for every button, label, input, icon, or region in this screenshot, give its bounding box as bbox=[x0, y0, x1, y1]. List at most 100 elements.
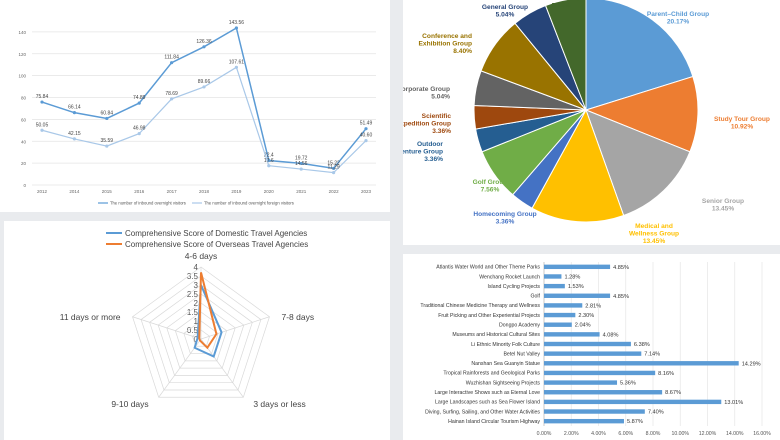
slice-pct-label: 3.36% bbox=[424, 156, 443, 163]
slice-name-label: Senior Group bbox=[702, 198, 744, 205]
data-point bbox=[72, 111, 76, 115]
bar-value-label: 4.85% bbox=[613, 294, 629, 300]
x-tick-label: 2023 bbox=[361, 189, 372, 194]
data-label: 107.61 bbox=[229, 59, 245, 65]
y-tick-label: 0 bbox=[23, 183, 26, 188]
radar-tick-label: 2 bbox=[194, 299, 199, 308]
x-tick-label: 0.00% bbox=[537, 431, 552, 437]
data-label: 78.69 bbox=[165, 91, 178, 97]
radar-axis-label: 4-6 days bbox=[185, 251, 218, 261]
slice-name-label: Travel Group bbox=[541, 0, 582, 2]
radar-gridline bbox=[140, 275, 262, 391]
category-label: Betel Nut Valley bbox=[503, 351, 540, 357]
bar-value-label: 5.36% bbox=[620, 381, 636, 387]
slice-name-label: Wellness Group bbox=[629, 230, 679, 237]
pie-slice bbox=[531, 108, 625, 223]
x-tick-label: 16.00% bbox=[753, 431, 771, 437]
legend-label: Comprehensive Score of Overseas Travel A… bbox=[125, 240, 308, 249]
data-point bbox=[332, 171, 336, 175]
radar-series-polygon bbox=[198, 272, 218, 350]
radar-tick-label: 1 bbox=[194, 317, 199, 326]
bar-value-label: 1.53% bbox=[568, 284, 584, 290]
radar-axis-label: 9-10 days bbox=[111, 399, 148, 409]
radar-spoke bbox=[158, 338, 202, 398]
pie-slice bbox=[544, 0, 587, 111]
data-label: 60.84 bbox=[101, 110, 114, 116]
x-tick-label: 2021 bbox=[296, 189, 307, 194]
bar-value-label: 13.01% bbox=[724, 400, 743, 406]
data-point bbox=[364, 127, 368, 131]
bar-value-label: 14.29% bbox=[742, 361, 761, 367]
x-tick-label: 14.00% bbox=[726, 431, 744, 437]
bar bbox=[544, 303, 583, 308]
x-tick-label: 2014 bbox=[69, 189, 80, 194]
data-point bbox=[105, 116, 109, 121]
data-point bbox=[72, 137, 76, 141]
radar-tick-label: 0.5 bbox=[187, 326, 199, 335]
data-point bbox=[364, 138, 368, 143]
category-label: Golf bbox=[530, 294, 540, 300]
bar-value-label: 1.28% bbox=[564, 274, 580, 280]
slice-pct-label: 13.45% bbox=[643, 238, 666, 245]
slice-name-label: Parent–Child Group bbox=[647, 11, 709, 18]
data-label: 17.6 bbox=[264, 158, 274, 164]
inbound-visitors-line-chart: 0 20 40 60 80 100 120 140 2012 2014 2015 2016 2017 20… bbox=[18, 20, 376, 206]
bar bbox=[544, 332, 600, 337]
slice-name-label: Golf Group bbox=[473, 179, 508, 186]
x-tick-label: 12.00% bbox=[699, 431, 717, 437]
category-label: Museums and Historical Cultural Sites bbox=[452, 332, 540, 338]
bar-value-label: 7.40% bbox=[648, 410, 664, 416]
bar bbox=[544, 341, 631, 347]
radar-tick-label: 2.5 bbox=[187, 290, 199, 299]
data-label: 74.89 bbox=[133, 95, 146, 101]
data-point bbox=[267, 164, 271, 168]
bar-value-label: 2.81% bbox=[585, 303, 601, 309]
bar-value-label: 6.38% bbox=[634, 342, 650, 348]
x-tick-label: 2020 bbox=[264, 189, 275, 194]
data-label: 19.72 bbox=[295, 155, 308, 161]
bar-value-label: 4.85% bbox=[613, 265, 629, 271]
y-tick-label: 140 bbox=[18, 30, 26, 35]
data-point bbox=[202, 85, 206, 89]
bar bbox=[544, 370, 656, 376]
bar bbox=[544, 312, 576, 318]
slice-name-label: Medical and bbox=[635, 223, 673, 230]
slice-name-label: General Group bbox=[482, 4, 528, 11]
bar-value-label: 5.87% bbox=[627, 419, 643, 425]
data-point bbox=[202, 45, 206, 49]
radar-axis-label: 11 days or more bbox=[60, 312, 121, 322]
data-point bbox=[170, 97, 174, 101]
slice-pct-label: 5.04% bbox=[496, 11, 515, 18]
x-tick-label: 2016 bbox=[134, 189, 145, 194]
data-point bbox=[267, 158, 271, 163]
radar-tick-label: 3.5 bbox=[187, 272, 199, 281]
data-label: 51.49 bbox=[360, 121, 373, 127]
category-label: Fruit Picking and Other Experiential Pro… bbox=[438, 313, 540, 319]
bar bbox=[544, 322, 572, 327]
bar bbox=[544, 283, 565, 289]
radar-tick-label: 1.5 bbox=[187, 308, 199, 317]
data-point bbox=[137, 132, 141, 136]
radar-series-polygon bbox=[193, 284, 223, 358]
bar-value-label: 2.30% bbox=[578, 313, 594, 319]
y-tick-label: 20 bbox=[21, 161, 27, 166]
radar-axis-label: 3 days or less bbox=[253, 399, 305, 409]
series-line bbox=[41, 26, 367, 170]
x-tick-label: 2015 bbox=[102, 189, 113, 194]
x-tick-label: 2.00% bbox=[564, 431, 579, 437]
bar-value-label: 4.08% bbox=[603, 332, 619, 338]
legend-label: The number of inbound overnight foreign … bbox=[204, 201, 294, 206]
data-label: 14.56 bbox=[295, 161, 308, 167]
bar-chart-panel: 0.00% 2.00% 4.00% 6.00% 8.00% 10.00% 12.00% 14.… bbox=[403, 254, 780, 440]
bar bbox=[544, 274, 562, 279]
y-tick-label: 100 bbox=[18, 74, 26, 79]
bar bbox=[544, 418, 624, 424]
category-label: Island Cycling Projects bbox=[488, 284, 541, 290]
slice-pct-label: 5.04% bbox=[431, 93, 450, 100]
slice-pct-label: 5.88% bbox=[552, 2, 571, 9]
data-point bbox=[332, 166, 336, 170]
radar-gridline bbox=[192, 329, 210, 347]
slice-name-label: Outdoor bbox=[417, 141, 443, 148]
data-label: 143.56 bbox=[229, 20, 245, 26]
